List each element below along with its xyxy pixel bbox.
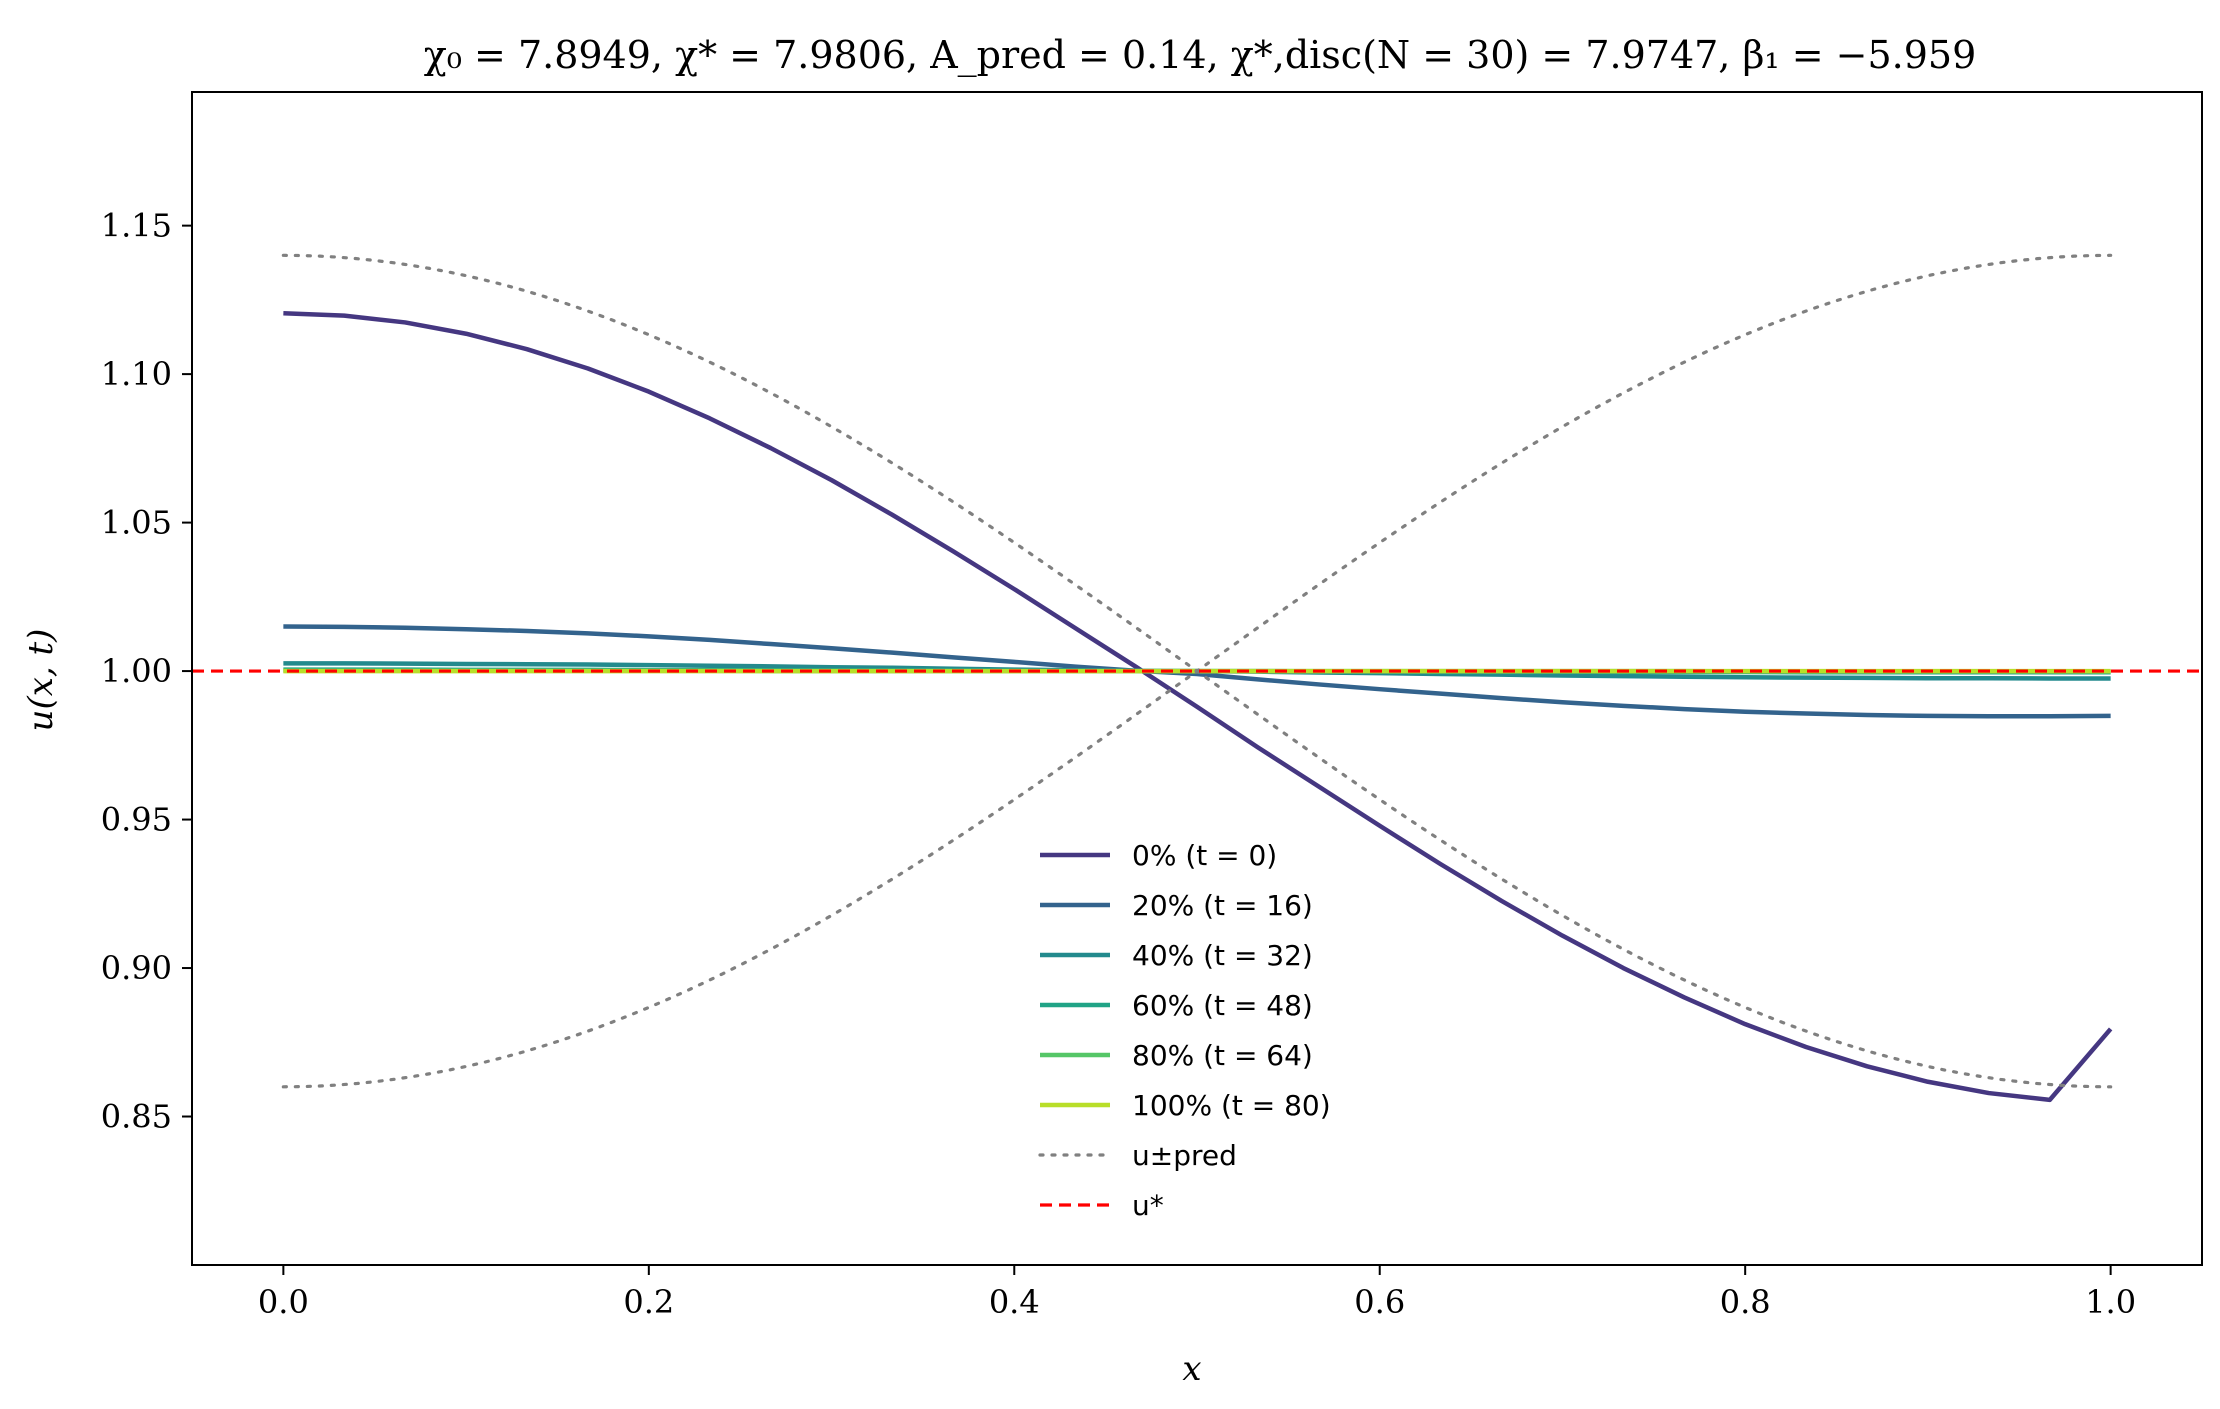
legend-label: 40% (t = 32) [1132,939,1313,972]
legend-label: 0% (t = 0) [1132,839,1277,872]
x-tick-label: 0.6 [1354,1283,1405,1321]
legend-label: 20% (t = 16) [1132,889,1313,922]
x-tick-label: 0.8 [1720,1283,1771,1321]
series-line-0 [283,310,2113,1103]
legend-label: 80% (t = 64) [1132,1039,1313,1072]
legend-label: u±pred [1132,1139,1237,1172]
y-tick-label: 1.00 [101,652,172,690]
y-tick-label: 1.10 [101,355,172,393]
x-tick-label: 0.2 [623,1283,674,1321]
legend-label: 60% (t = 48) [1132,989,1313,1022]
y-tick-label: 0.85 [101,1098,172,1136]
y-tick-label: 1.05 [101,504,172,542]
legend-label: 100% (t = 80) [1132,1089,1331,1122]
axes-layer: 0.0 0.2 0.4 0.6 0.8 1.0 0.85 0.90 0.95 1.00 1.05 1.… [101,91,2203,1321]
x-axis-label: x [1182,1349,1201,1389]
x-tick-label: 1.0 [2085,1283,2136,1321]
series-layer [192,253,2202,1103]
legend: 0% (t = 0) 20% (t = 16) 40% (t = 32) 60% (t… [1038,839,1331,1222]
series-line-7 [281,253,2113,1089]
chart-title: χ₀ = 7.8949, χ* = 7.9806, A_pred = 0.14,… [424,33,1977,78]
x-tick-label: 0.4 [989,1283,1040,1321]
y-tick-label: 0.95 [101,801,172,839]
y-axis-label: u(x, t) [21,629,61,732]
x-tick-label: 0.0 [258,1283,309,1321]
y-tick-label: 1.15 [101,207,172,245]
series-line-1 [283,624,2111,719]
legend-label: u* [1132,1189,1164,1222]
axes-frame [191,91,2203,1266]
y-tick-label: 0.90 [101,949,172,987]
